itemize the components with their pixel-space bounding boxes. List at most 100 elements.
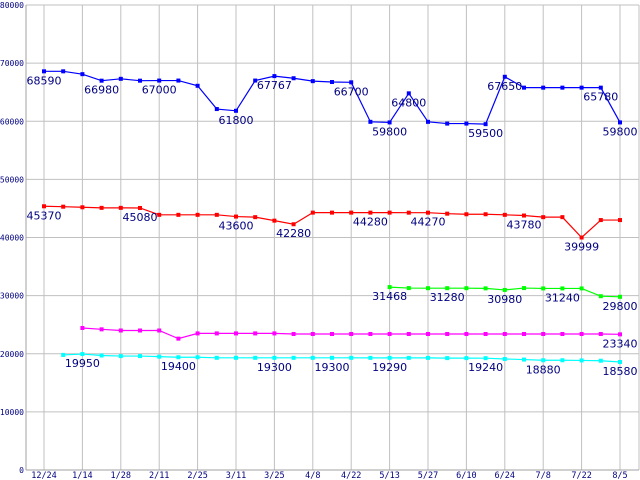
data-point [253,78,258,83]
data-label: 43600 [219,220,254,233]
data-point [310,331,315,336]
data-point [406,91,411,96]
data-label: 43780 [507,219,542,232]
y-tick-label: 70000 [0,59,24,68]
data-label: 59800 [372,125,407,138]
data-point [42,204,46,209]
data-point [349,331,354,336]
data-point [502,287,507,292]
data-point [426,331,430,336]
data-point [138,354,142,359]
data-point [387,355,392,360]
data-label: 19300 [257,361,292,374]
data-point [502,212,507,217]
series-line-blue [44,70,621,125]
data-point [61,69,66,74]
x-tick-label: 7/22 [571,471,591,480]
data-point [61,204,66,209]
data-point [522,331,526,336]
x-tick-label: 4/8 [305,471,320,480]
data-point [310,210,315,215]
data-point [234,355,238,360]
data-point [483,212,488,217]
data-point [598,218,603,223]
x-tick-label: 6/24 [495,471,515,480]
data-point [502,331,507,336]
data-point [560,215,565,220]
data-label: 42280 [276,227,311,240]
data-point [138,78,142,83]
data-label: 31280 [430,291,465,304]
data-point [406,210,411,215]
data-point [579,286,584,291]
data-point [426,119,430,124]
data-label: 59800 [603,125,638,138]
data-label: 30980 [487,293,522,306]
series-magenta [80,326,622,341]
data-point [522,286,526,291]
data-label: 31240 [545,291,580,304]
data-label: 45370 [27,209,62,222]
data-point [522,85,526,90]
data-point [118,76,123,81]
data-point [560,358,565,363]
data-point [541,331,546,336]
data-point [330,80,334,85]
data-point [598,85,603,90]
series-cyan [61,352,622,365]
series-blue [42,69,622,127]
data-point [522,357,526,362]
data-point [99,353,104,358]
data-point [80,72,85,77]
data-point [253,355,258,360]
y-tick-label: 0 [19,466,24,475]
data-labels: 68590 66980 67000 61800 67767 66700 59800 64800… [27,74,638,378]
series-group [42,69,622,365]
y-tick-label: 40000 [0,234,24,243]
data-point [445,286,450,291]
data-point [541,358,546,363]
data-point [406,331,411,336]
data-point [464,121,469,126]
data-label: 67000 [142,84,177,97]
data-point [195,83,200,88]
x-tick-label: 12/24 [31,471,57,480]
data-point [253,331,258,336]
data-label: 19300 [315,361,350,374]
y-tick-label: 20000 [0,350,24,359]
data-label: 66700 [334,85,369,98]
x-tick-label: 1/28 [111,471,131,480]
data-point [176,355,181,360]
x-tick-label: 8/5 [612,471,627,480]
data-point [579,85,584,90]
data-label: 65780 [583,91,618,104]
data-point [368,331,373,336]
data-point [176,212,181,217]
x-tick-label: 3/25 [264,471,284,480]
data-point [80,205,85,210]
data-point [522,213,526,218]
data-label: 23340 [603,337,638,350]
series-line-cyan [63,353,621,363]
y-tick-label: 60000 [0,117,24,126]
data-point [99,205,104,210]
data-point [618,218,622,223]
data-point [138,328,142,333]
data-point [464,286,469,291]
series-red [42,204,622,240]
data-label: 31468 [372,290,407,303]
data-point [118,354,123,359]
data-point [80,326,85,331]
y-tick-label: 50000 [0,175,24,184]
data-point [560,286,565,291]
data-point [541,286,546,291]
x-tick-label: 3/11 [226,471,246,480]
data-point [80,352,85,357]
x-tick-label: 7/8 [536,471,551,480]
data-point [291,76,296,81]
data-point [234,214,238,219]
data-point [579,235,584,240]
data-point [118,328,123,333]
data-point [349,355,354,360]
